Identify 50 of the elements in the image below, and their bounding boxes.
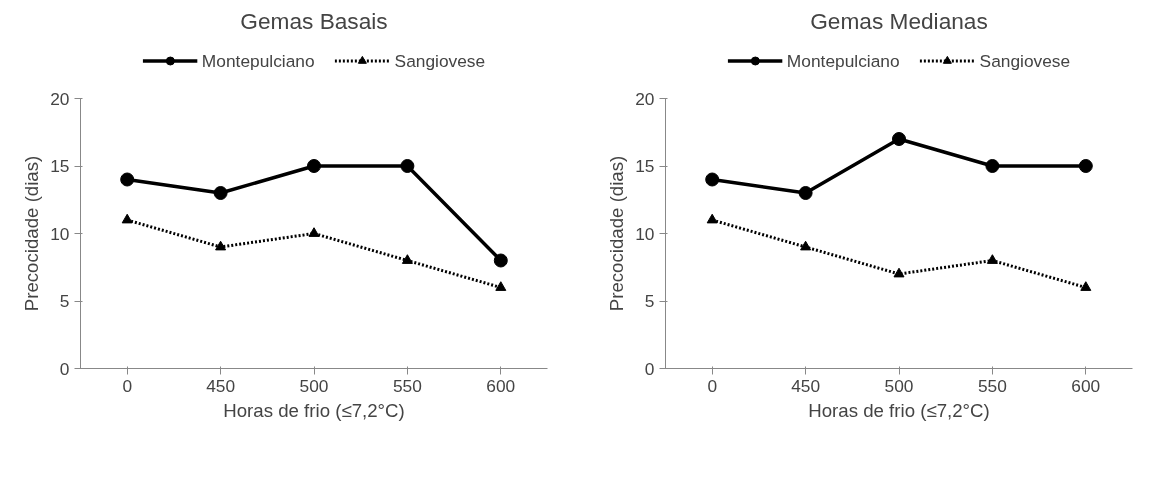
y-tick-label: 5 [59,291,70,311]
x-tick-label: 450 [206,375,236,396]
y-tick-label: 20 [635,88,655,109]
y-tick-label: 20 [50,88,70,109]
y-tick-label: 5 [644,291,655,311]
legend-label: Montepulciano [786,50,900,71]
point [308,227,320,237]
point [213,186,228,200]
x-tick-label: 500 [299,375,329,396]
point [400,159,415,173]
point [986,254,998,264]
y-tick-label: 10 [635,223,655,244]
x-tick-label: 0 [122,375,133,396]
y-tick-label: 0 [644,358,655,379]
x-tick-label: 550 [977,375,1007,396]
legend-label: Sangiovese [394,50,486,71]
point [401,254,413,264]
point [215,240,227,251]
y-tick-label: 15 [50,156,70,176]
point [705,172,720,187]
x-tick-label: 450 [791,375,821,396]
legend-label: Sangiovese [979,50,1071,71]
y-tick-label: 0 [59,358,70,379]
point [800,240,812,251]
y-axis-title: Precocidade (dias) [606,155,628,312]
point [120,172,135,187]
point [307,159,321,173]
point [1080,281,1092,291]
y-axis-title: Precocidade (dias) [21,155,43,312]
y-tick-label: 15 [635,156,655,176]
x-tick-label: 600 [1071,375,1101,396]
x-tick-label: 600 [486,375,516,396]
x-tick-label: 500 [884,375,914,396]
y-tick-label: 10 [50,223,70,244]
point [892,132,906,146]
x-tick-label: 0 [707,375,718,396]
chart-title: Gemas Medianas [810,7,988,34]
legend-label: Montepulciano [201,50,315,71]
chart-title: Gemas Basais [240,7,388,34]
point [121,213,133,224]
point [493,253,508,268]
point [798,186,813,200]
x-axis-title: Horas de frio (≤7,2°C) [223,399,405,421]
point [1078,159,1093,173]
point [706,213,718,224]
x-tick-label: 550 [392,375,422,396]
x-axis-title: Horas de frio (≤7,2°C) [808,399,990,421]
point [985,159,1000,173]
point [495,281,507,291]
point [893,267,905,278]
